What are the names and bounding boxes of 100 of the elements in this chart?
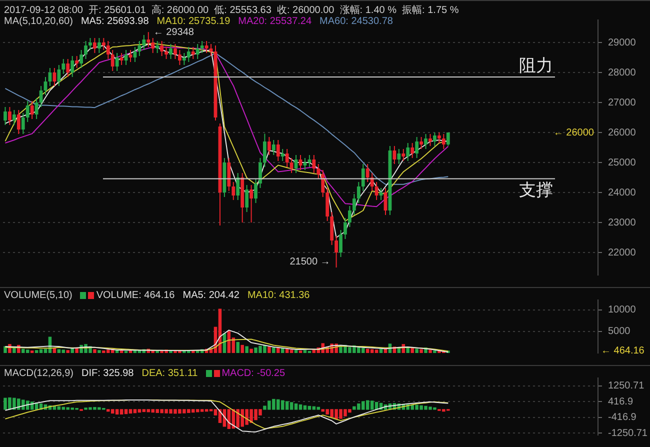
bar xyxy=(26,350,30,353)
candlestick xyxy=(106,40,110,60)
candlestick xyxy=(93,38,96,54)
bar xyxy=(312,406,316,410)
bar xyxy=(66,350,70,353)
candlestick xyxy=(232,182,236,200)
text: MA5: 204.42 xyxy=(182,290,240,301)
candlestick xyxy=(174,44,177,60)
bar xyxy=(93,349,96,353)
bar xyxy=(316,406,320,410)
candlestick xyxy=(330,212,334,246)
candlestick xyxy=(392,146,396,164)
candlestick xyxy=(227,158,231,192)
candlestick xyxy=(12,110,16,126)
text: DIF: 325.98 xyxy=(81,368,134,379)
candlestick xyxy=(21,112,25,134)
candlestick xyxy=(110,50,114,72)
candlestick xyxy=(70,56,74,78)
y-tick-label: 29000 xyxy=(608,37,636,48)
candlestick xyxy=(433,132,436,146)
candlestick xyxy=(420,136,423,150)
text: MA10: 431.36 xyxy=(247,290,310,301)
candlestick xyxy=(169,44,172,60)
candlestick xyxy=(4,106,7,126)
bar xyxy=(142,409,146,412)
candlestick xyxy=(16,110,20,134)
candlestick xyxy=(52,68,56,86)
bar xyxy=(57,349,61,353)
candlestick xyxy=(88,38,92,50)
bar xyxy=(106,409,110,412)
bar xyxy=(285,401,289,410)
bar xyxy=(250,348,253,353)
candlestick xyxy=(156,40,160,54)
bar xyxy=(120,409,124,414)
candlestick xyxy=(410,142,414,158)
y-tick-label: 25000 xyxy=(608,157,636,168)
annotation: ← 26000 xyxy=(553,127,594,138)
bar xyxy=(240,344,244,353)
candlestick xyxy=(446,132,450,146)
candlestick xyxy=(254,178,258,204)
bar xyxy=(294,350,298,353)
candlestick xyxy=(97,38,101,54)
bar xyxy=(303,350,307,353)
candlestick xyxy=(84,40,88,60)
candlestick xyxy=(191,46,195,60)
y-tick-label: 23000 xyxy=(608,217,636,228)
candlestick xyxy=(424,134,428,150)
candlestick xyxy=(245,184,249,212)
candlestick xyxy=(66,58,70,78)
candlestick xyxy=(236,172,240,200)
bar xyxy=(115,409,119,414)
candlestick xyxy=(415,136,419,158)
candlestick xyxy=(356,182,360,204)
bar xyxy=(133,409,137,414)
candlestick xyxy=(308,154,312,168)
bar xyxy=(415,348,418,353)
y-tick-label: 27000 xyxy=(608,97,636,108)
candlestick xyxy=(8,106,12,126)
ref-line-label: 支撑 xyxy=(519,180,553,201)
y-tick-label: -1250.71 xyxy=(608,428,648,439)
candlestick xyxy=(334,236,338,268)
candlestick xyxy=(370,172,374,192)
candlestick xyxy=(115,52,119,72)
bar xyxy=(245,346,248,353)
candlestick xyxy=(196,44,200,60)
candlestick xyxy=(312,154,316,174)
y-tick-label: 26000 xyxy=(608,127,636,138)
candlestick xyxy=(258,158,262,188)
candlestick xyxy=(361,164,365,192)
candlestick xyxy=(80,50,83,68)
y-tick-label: 10000 xyxy=(608,304,636,316)
bar xyxy=(124,409,128,414)
bar xyxy=(110,409,114,414)
y-tick-label: -416.9 xyxy=(608,412,637,424)
bar xyxy=(303,405,307,410)
legend-label: VOLUME: 464.16 xyxy=(95,290,175,301)
candlestick xyxy=(316,164,320,180)
bar xyxy=(128,409,132,414)
candlestick xyxy=(26,100,30,122)
bar xyxy=(62,406,66,410)
candlestick xyxy=(406,142,410,162)
y-tick-label: 416.9 xyxy=(608,396,634,408)
candlestick xyxy=(182,52,186,66)
candlestick xyxy=(57,64,61,86)
bar xyxy=(366,400,370,410)
legend-title: MA(5,10,20,60) xyxy=(4,16,73,27)
bar xyxy=(370,349,374,353)
candlestick xyxy=(250,184,253,223)
series-label: MA10: 25735.19 xyxy=(156,16,230,27)
bar xyxy=(294,403,298,410)
candlestick xyxy=(164,46,168,60)
candlestick xyxy=(178,50,182,66)
candlestick xyxy=(263,133,266,168)
candlestick xyxy=(204,40,208,54)
series-label: MA5: 25693.98 xyxy=(80,16,149,27)
y-tick-label: 1250.71 xyxy=(608,380,645,392)
legend-title: VOLUME(5,10) xyxy=(4,290,72,301)
candlestick xyxy=(321,170,325,198)
annotation: ← 29348 xyxy=(153,26,194,38)
y-tick-label: 24000 xyxy=(608,187,636,198)
